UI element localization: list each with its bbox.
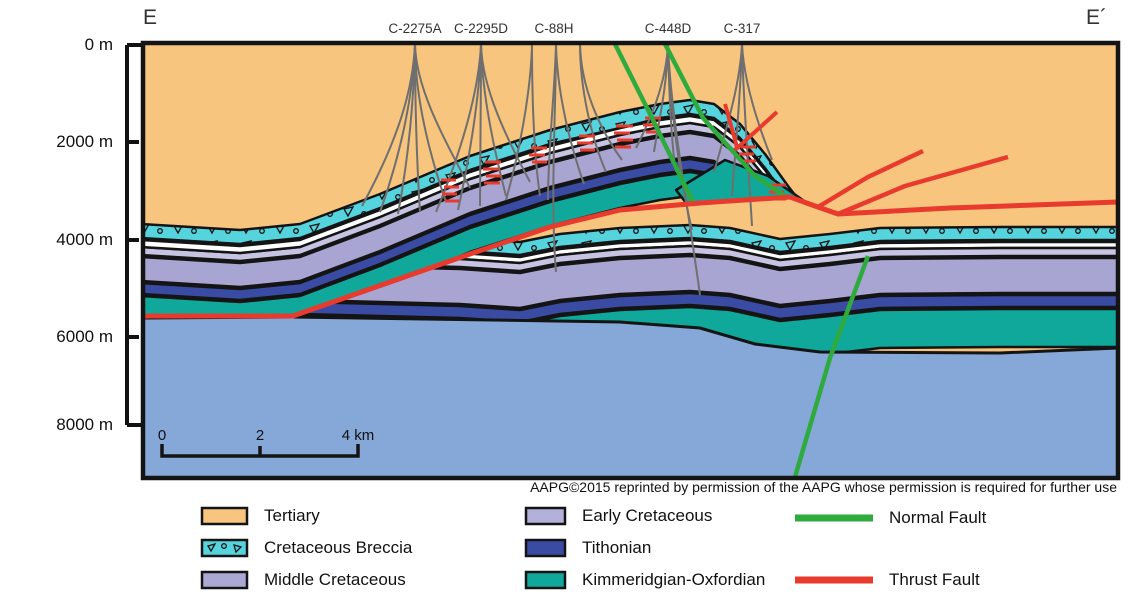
tithonian-swatch bbox=[524, 538, 567, 558]
depth-tick-4000m: 4000 m bbox=[56, 230, 113, 249]
hw-breccia-texture bbox=[143, 100, 802, 244]
depth-tick-2000m: 2000 m bbox=[56, 132, 113, 151]
copyright-notice: AAPG©2015 reprinted by permission of the… bbox=[530, 479, 1117, 495]
well-paths bbox=[361, 43, 773, 296]
legend-label: Tithonian bbox=[582, 538, 652, 557]
scale-tick-2: 2 bbox=[256, 427, 264, 444]
thrust-faults bbox=[143, 103, 1118, 319]
transect-marker-e-prime: E´ bbox=[1086, 6, 1107, 29]
legend-item-breccia: Cretaceous Breccia bbox=[200, 538, 412, 558]
well-label-c448d: C-448D bbox=[644, 21, 692, 36]
scale-tick-4km: 4 km bbox=[342, 427, 375, 444]
fw-breccia-texture bbox=[300, 225, 1118, 255]
legend-label: Middle Cretaceous bbox=[264, 570, 406, 589]
middle-cretaceous-swatch bbox=[200, 570, 249, 590]
normal-fault-3 bbox=[792, 255, 871, 478]
breccia-swatch bbox=[200, 538, 249, 558]
legend-item-tithonian: Tithonian bbox=[524, 538, 651, 558]
legend-label: Tertiary bbox=[264, 506, 320, 525]
legend-item-kimmeridgian: Kimmeridgian-Oxfordian bbox=[524, 570, 765, 590]
basement-fill bbox=[143, 317, 1118, 478]
legend-label: Early Cretaceous bbox=[582, 506, 713, 525]
legend-item-tertiary: Tertiary bbox=[200, 506, 320, 526]
legend-label: Cretaceous Breccia bbox=[264, 538, 413, 557]
sole-thrust bbox=[143, 194, 1118, 319]
basement-unconformity-line bbox=[143, 315, 1118, 355]
fw-tithonian-band bbox=[298, 291, 1118, 324]
legend-item-middle-cretaceous: Middle Cretaceous bbox=[200, 570, 406, 590]
scale-tick-0: 0 bbox=[158, 427, 166, 444]
section-border bbox=[140, 40, 1121, 481]
tertiary-swatch bbox=[200, 506, 249, 526]
scale-bar bbox=[160, 444, 360, 458]
normal-fault-2 bbox=[662, 43, 790, 200]
depth-tick-8000m: 8000 m bbox=[56, 415, 113, 434]
well-label-c2295d: C-2295D bbox=[453, 21, 509, 36]
well-label-c88h: C-88H bbox=[534, 21, 574, 36]
backthrust-2 bbox=[733, 110, 779, 152]
thrust-branch-steep bbox=[816, 148, 924, 209]
legend-item-thrust-fault: Thrust Fault bbox=[793, 570, 980, 590]
fw-early-cretaceous-band bbox=[298, 254, 1118, 310]
early-cretaceous-swatch bbox=[524, 506, 567, 526]
legend-item-early-cretaceous: Early Cretaceous bbox=[524, 506, 712, 526]
normal-faults bbox=[612, 43, 871, 478]
legend-item-normal-fault: Normal Fault bbox=[793, 508, 986, 528]
kimmeridgian-swatch bbox=[524, 570, 567, 590]
depth-tick-0m: 0 m bbox=[84, 35, 113, 54]
legend-label: Thrust Fault bbox=[889, 570, 980, 589]
well-label-c317: C-317 bbox=[723, 21, 761, 36]
depth-tick-6000m: 6000 m bbox=[56, 327, 113, 346]
depth-axis bbox=[125, 43, 142, 427]
legend-label: Kimmeridgian-Oxfordian bbox=[582, 570, 766, 589]
fw-middle-cretaceous-band bbox=[298, 244, 1118, 273]
backthrust-1 bbox=[723, 103, 739, 148]
normal-fault-swatch bbox=[795, 514, 873, 522]
thrust-fault-swatch bbox=[795, 576, 873, 584]
legend-label: Normal Fault bbox=[889, 508, 987, 527]
thrust-branch-long bbox=[837, 154, 1009, 217]
well-label-c2275a: C-2275A bbox=[388, 21, 442, 36]
normal-fault-1 bbox=[612, 43, 696, 203]
transect-marker-e: E bbox=[143, 6, 158, 29]
